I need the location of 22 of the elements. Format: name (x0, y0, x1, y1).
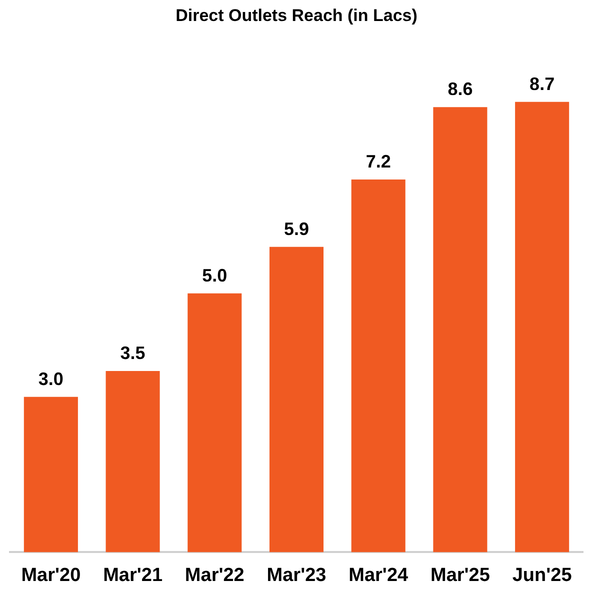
bar (515, 102, 570, 552)
x-tick-label: Mar'21 (103, 564, 163, 586)
x-tick-label: Mar'25 (430, 564, 490, 586)
x-tick-label: Jun'25 (512, 564, 572, 586)
x-tick-label: Mar'20 (21, 564, 81, 586)
data-label: 8.6 (448, 79, 473, 100)
data-label: 5.9 (284, 218, 310, 239)
data-label: 8.7 (530, 74, 555, 94)
bar (24, 396, 78, 552)
data-label: 7.2 (366, 152, 391, 172)
x-tick-label: Mar'23 (266, 564, 326, 586)
data-label: 3.0 (38, 368, 64, 389)
bar (351, 180, 406, 552)
bar (433, 107, 488, 552)
data-label: 5.0 (202, 265, 228, 286)
data-label: 3.5 (120, 343, 146, 364)
bar (269, 246, 324, 552)
x-tick-label: Mar'22 (184, 564, 244, 586)
x-tick-label: Mar'24 (348, 564, 409, 586)
chart-title: Direct Outlets Reach (in Lacs) (176, 6, 418, 25)
bar (188, 293, 242, 552)
bar (106, 371, 160, 552)
